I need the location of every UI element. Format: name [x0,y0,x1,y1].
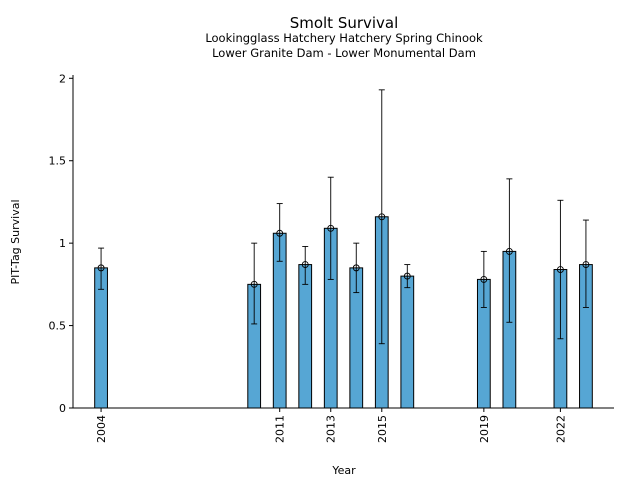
chart-subtitle-line-2: Lower Granite Dam - Lower Monumental Dam [212,46,476,60]
point-marker-2012 [301,261,309,269]
x-axis-ticks: 2004 2011 2013 2015 2019 2022 [95,408,567,443]
point-marker-2014 [352,264,360,272]
chart-title: Smolt Survival [290,14,399,32]
bar-2012 [298,264,313,409]
y-tick-label: 1.5 [49,155,67,168]
x-tick-label: 2004 [95,415,108,443]
x-tick-label: 2022 [554,415,567,443]
point-marker-2023 [582,261,590,269]
y-tick-label: 1 [59,237,66,250]
point-marker-2016 [403,272,411,280]
x-tick-label: 2019 [478,415,491,443]
bar-group [94,216,593,409]
chart-subtitle-line-1: Lookingglass Hatchery Hatchery Spring Ch… [205,31,483,45]
y-tick-label: 2 [59,72,66,85]
point-marker-2011 [276,229,284,237]
point-marker-2022 [556,266,564,273]
error-bar-group [97,89,590,345]
point-marker-2004 [97,264,105,272]
point-marker-2010 [250,280,258,288]
x-tick-label: 2015 [376,415,389,443]
x-tick-label: 2013 [325,415,338,443]
point-marker-2013 [327,224,335,232]
y-axis-ticks: 0 0.5 1 1.5 2 [49,72,73,415]
y-axis-label: PIT-Tag Survival [9,199,22,284]
x-tick-label: 2011 [274,415,287,443]
point-marker-2015 [378,213,386,221]
x-axis-label: Year [331,464,356,477]
y-tick-label: 0.5 [49,320,67,333]
point-marker-2019 [480,275,488,283]
bar-2016 [400,275,415,409]
y-tick-label: 0 [59,402,66,415]
point-marker-2020 [505,247,513,255]
